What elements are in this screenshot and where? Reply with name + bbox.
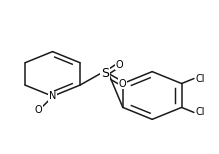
Text: N: N <box>49 91 56 101</box>
Text: O: O <box>119 79 126 89</box>
Text: O: O <box>116 60 123 70</box>
Text: S: S <box>101 67 109 80</box>
Text: Cl: Cl <box>195 107 205 117</box>
Text: Cl: Cl <box>195 74 205 83</box>
Text: O: O <box>35 105 42 115</box>
